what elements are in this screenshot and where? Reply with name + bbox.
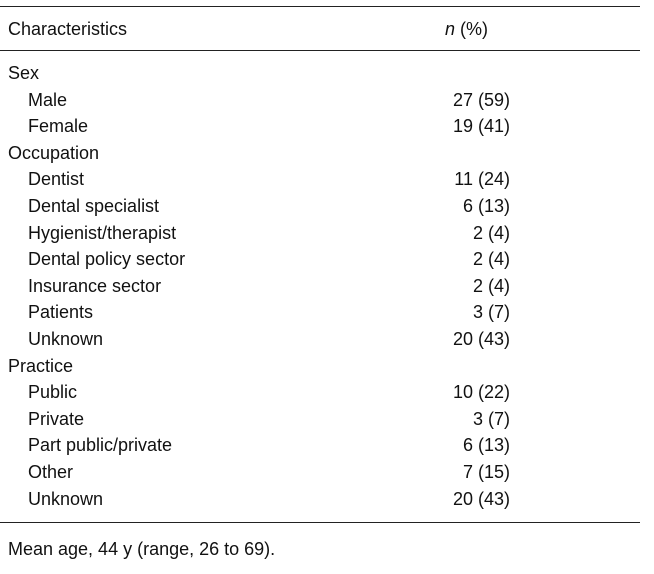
row-value: 2 (4): [472, 249, 510, 270]
row-label: Private: [28, 408, 85, 429]
table-body: Sex Male 27 (59) Female 19 (41) Occupati…: [0, 60, 640, 512]
table-row: Female 19 (41): [0, 113, 640, 140]
table-row: Private 3 (7): [0, 406, 640, 433]
row-label: Occupation: [8, 142, 100, 163]
row-value: 20 (43): [452, 488, 510, 509]
row-value: 10 (22): [452, 382, 510, 403]
row-label: Dental specialist: [28, 195, 160, 216]
row-label: Patients: [28, 302, 94, 323]
row-value: 6 (13): [462, 195, 510, 216]
row-value: 11 (24): [454, 169, 510, 190]
row-value: 3 (7): [472, 408, 510, 429]
row-value: 20 (43): [452, 328, 510, 349]
header-characteristics: Characteristics: [8, 19, 128, 39]
header-n: n: [445, 19, 456, 39]
row-label: Practice: [8, 355, 74, 376]
table-row: Sex: [0, 60, 640, 87]
row-label: Insurance sector: [28, 275, 162, 296]
table-row: Practice: [0, 353, 640, 380]
table-row: Dental policy sector 2 (4): [0, 246, 640, 273]
row-label: Female: [28, 116, 89, 137]
row-value: 6 (13): [462, 435, 510, 456]
table-row: Patients 3 (7): [0, 299, 640, 326]
table-row: Unknown 20 (43): [0, 326, 640, 353]
row-label: Male: [28, 89, 68, 110]
row-label: Unknown: [28, 328, 104, 349]
table-row: Insurance sector 2 (4): [0, 273, 640, 300]
table-row: Occupation: [0, 140, 640, 167]
table-row: Dental specialist 6 (13): [0, 193, 640, 220]
row-label: Hygienist/therapist: [28, 222, 177, 243]
row-value: 2 (4): [472, 222, 510, 243]
table-footnote: Mean age, 44 y (range, 26 to 69).: [8, 539, 276, 559]
table-row: Public 10 (22): [0, 379, 640, 406]
table-row: Hygienist/therapist 2 (4): [0, 220, 640, 247]
row-label: Other: [28, 461, 74, 482]
row-label: Dentist: [28, 169, 85, 190]
row-label: Part public/private: [28, 435, 173, 456]
row-label: Public: [28, 382, 78, 403]
table-top-rule: [0, 6, 640, 7]
table-row: Other 7 (15): [0, 459, 640, 486]
table-bottom-rule: [0, 522, 640, 523]
row-value: 2 (4): [472, 275, 510, 296]
row-label: Unknown: [28, 488, 104, 509]
header-n-percent: n (%): [445, 16, 488, 42]
row-value: 3 (7): [472, 302, 510, 323]
row-label: Dental policy sector: [28, 249, 186, 270]
table-row: Dentist 11 (24): [0, 166, 640, 193]
table-header-rule: [0, 50, 640, 51]
table-row: Unknown 20 (43): [0, 486, 640, 513]
row-value: 19 (41): [452, 116, 510, 137]
row-label: Sex: [8, 63, 40, 83]
table-row: Part public/private 6 (13): [0, 432, 640, 459]
row-value: 7 (15): [462, 461, 510, 482]
header-percent: (%): [460, 19, 489, 39]
table-row: Male 27 (59): [0, 87, 640, 114]
row-value: 27 (59): [452, 89, 510, 110]
